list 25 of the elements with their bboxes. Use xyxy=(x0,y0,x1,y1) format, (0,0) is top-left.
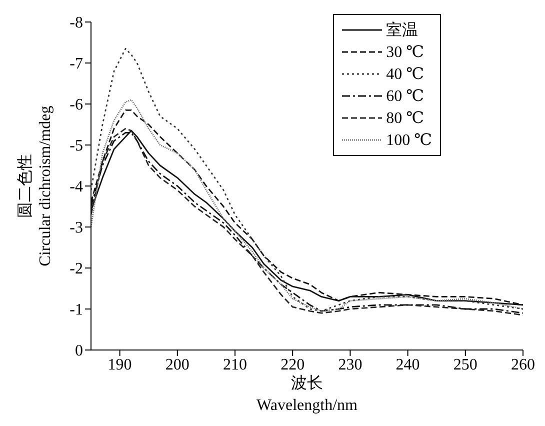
x-tick-label: 260 xyxy=(511,356,535,374)
y-axis-title: 圆二色性 Circular dichroism/mdeg xyxy=(17,106,54,266)
y-tick-label: -3 xyxy=(70,220,83,237)
legend-label: 室温 xyxy=(386,20,418,40)
y-tick-label: 0 xyxy=(75,342,83,360)
y-tick-label: -4 xyxy=(70,178,83,196)
y-tick-label: -5 xyxy=(70,138,83,155)
legend-label: 30 ℃ xyxy=(386,43,424,62)
x-tick-label: 250 xyxy=(453,356,478,374)
x-tick-label: 240 xyxy=(396,356,420,374)
y-tick-label: -1 xyxy=(70,302,83,319)
y-tick-label: -2 xyxy=(70,260,83,278)
y-tick-label: -8 xyxy=(70,14,83,32)
legend-label: 60 ℃ xyxy=(386,87,424,106)
x-tick-label: 230 xyxy=(338,356,362,374)
x-tick-label: 220 xyxy=(280,356,305,374)
legend-label: 100 ℃ xyxy=(386,131,432,150)
y-tick-label: -7 xyxy=(70,56,83,73)
legend-label: 40 ℃ xyxy=(386,65,424,84)
x-tick-label: 210 xyxy=(223,356,247,374)
x-axis-title: 波长 Wavelength/nm xyxy=(256,374,358,414)
legend-label: 80 ℃ xyxy=(386,109,424,128)
y-tick-label: -6 xyxy=(70,96,83,114)
x-tick-label: 200 xyxy=(165,356,190,374)
x-tick-label: 190 xyxy=(108,356,132,374)
